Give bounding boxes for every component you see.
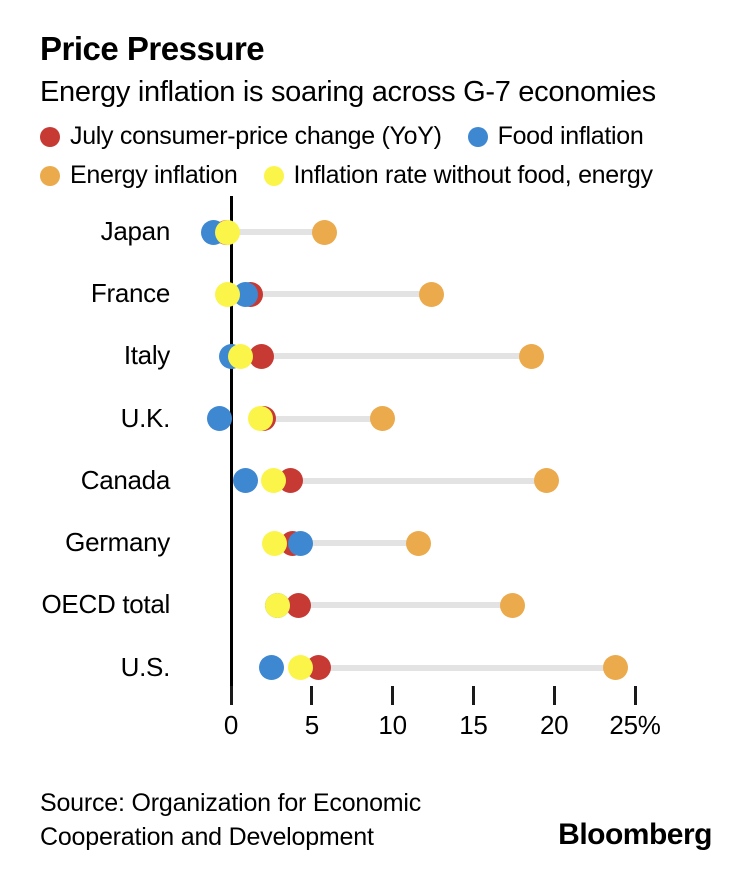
row-label: OECD total bbox=[41, 589, 171, 620]
source-line-1: Source: Organization for Economic bbox=[40, 789, 422, 817]
dot-food bbox=[287, 530, 313, 556]
x-axis-tick-label: 5 bbox=[304, 710, 319, 740]
y-axis-line bbox=[229, 196, 233, 703]
dot-energy bbox=[603, 655, 629, 681]
x-axis-tick bbox=[633, 686, 637, 705]
connector-line bbox=[250, 291, 432, 298]
x-axis-tick-label: 15 bbox=[459, 710, 488, 740]
row-label: Germany bbox=[65, 527, 170, 558]
row-label: Japan bbox=[100, 216, 171, 246]
dot-core bbox=[265, 592, 291, 618]
row-label: U.S. bbox=[120, 651, 171, 682]
connector-line bbox=[226, 229, 325, 235]
dot-core bbox=[262, 530, 288, 556]
x-axis-tick-label: 10 bbox=[378, 710, 407, 740]
dot-food bbox=[207, 406, 233, 432]
dot-energy bbox=[533, 468, 559, 494]
dot-energy bbox=[418, 281, 444, 307]
chart-subtitle: Energy inflation is soaring across G-7 e… bbox=[40, 76, 656, 108]
dot-cpi bbox=[249, 343, 275, 369]
dot-energy bbox=[519, 343, 545, 369]
legend-label-food: Food inflation bbox=[497, 122, 644, 150]
connector-line bbox=[263, 415, 383, 422]
dot-core bbox=[287, 655, 313, 681]
chart-title: Price Pressure bbox=[40, 30, 265, 67]
source-line-2: Cooperation and Development bbox=[40, 823, 374, 851]
connector-line bbox=[290, 477, 547, 484]
dot-core bbox=[247, 406, 273, 432]
x-axis-tick bbox=[229, 686, 233, 705]
core-series-dot-icon bbox=[263, 165, 284, 186]
dot-energy bbox=[499, 592, 525, 618]
legend-item-core: Inflation rate without food, energy bbox=[263, 161, 653, 190]
dot-core bbox=[228, 343, 254, 369]
cpi-series-dot-icon bbox=[40, 126, 60, 147]
dot-core bbox=[215, 281, 241, 307]
x-axis-tick bbox=[391, 686, 395, 705]
connector-line bbox=[292, 540, 419, 547]
x-axis-tick bbox=[310, 686, 314, 705]
dot-core bbox=[260, 468, 286, 494]
x-axis-tick-label: 0 bbox=[223, 710, 239, 740]
legend-row-1: July consumer-price change (YoY) Food in… bbox=[40, 122, 730, 151]
dot-energy bbox=[312, 219, 338, 245]
x-axis-tick bbox=[471, 686, 475, 705]
food-series-dot-icon bbox=[467, 126, 488, 147]
dot-food bbox=[258, 655, 284, 681]
row-label: France bbox=[90, 278, 170, 309]
bloomberg-logo: Bloomberg bbox=[558, 818, 712, 851]
dot-cpi bbox=[286, 592, 312, 618]
x-axis-tick-label: 20 bbox=[540, 710, 569, 740]
chart-legend: July consumer-price change (YoY) Food in… bbox=[40, 122, 730, 190]
legend-label-energy: Energy inflation bbox=[70, 161, 238, 189]
legend-label-core: Inflation rate without food, energy bbox=[293, 161, 653, 189]
legend-item-cpi: July consumer-price change (YoY) bbox=[40, 122, 442, 151]
x-axis-tick bbox=[552, 686, 556, 705]
connector-line bbox=[318, 664, 616, 671]
connector-line bbox=[261, 353, 532, 360]
legend-label-cpi: July consumer-price change (YoY) bbox=[70, 122, 442, 150]
x-axis-tick-label: 25% bbox=[609, 710, 661, 740]
legend-row-2: Energy inflation Inflation rate without … bbox=[40, 161, 730, 190]
source-note: Source: Organization for Economic Cooper… bbox=[40, 786, 421, 854]
legend-item-energy: Energy inflation bbox=[40, 161, 238, 190]
dot-core bbox=[215, 219, 241, 245]
dot-energy bbox=[370, 406, 396, 432]
dot-energy bbox=[405, 530, 431, 556]
connector-line bbox=[298, 602, 513, 609]
dot-food bbox=[233, 468, 259, 494]
row-label: Canada bbox=[80, 464, 171, 495]
row-label: Italy bbox=[123, 340, 170, 371]
row-label: U.K. bbox=[120, 402, 171, 433]
energy-series-dot-icon bbox=[40, 165, 60, 186]
legend-item-food: Food inflation bbox=[467, 122, 644, 151]
